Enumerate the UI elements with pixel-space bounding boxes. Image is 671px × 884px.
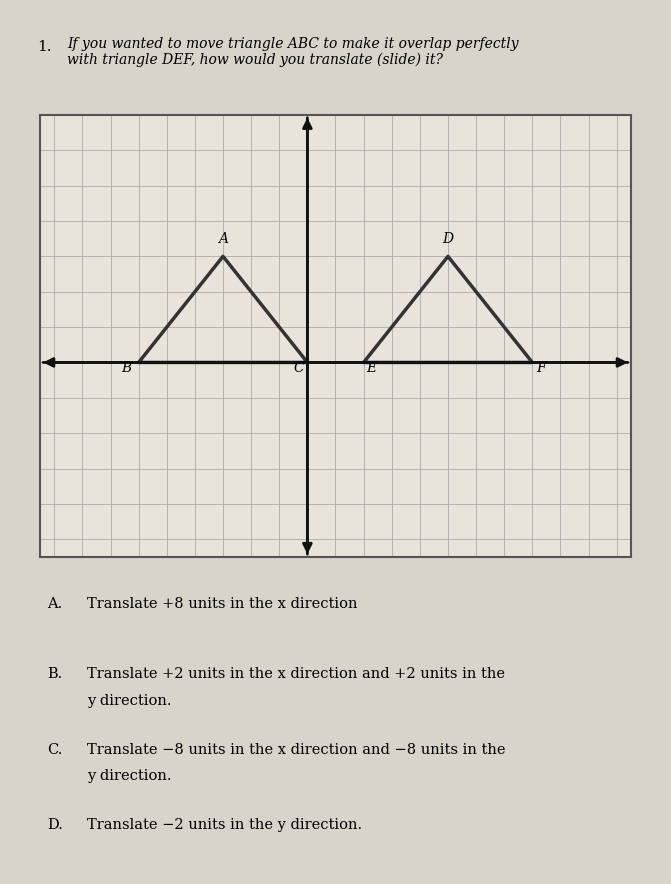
Text: D: D — [442, 232, 454, 247]
Text: E: E — [366, 361, 376, 375]
Text: Translate −2 units in the y direction.: Translate −2 units in the y direction. — [87, 818, 362, 832]
Text: B.: B. — [47, 667, 62, 682]
Text: C.: C. — [47, 743, 62, 757]
Text: If you wanted to move triangle ABC to make it overlap perfectly: If you wanted to move triangle ABC to ma… — [67, 37, 519, 51]
Text: 1.: 1. — [37, 40, 52, 54]
Text: F: F — [536, 361, 546, 375]
Text: A.: A. — [47, 597, 62, 611]
Text: D.: D. — [47, 818, 63, 832]
Text: Translate −8 units in the x direction and −8 units in the: Translate −8 units in the x direction an… — [87, 743, 506, 757]
Text: y direction.: y direction. — [87, 769, 172, 783]
Text: A: A — [218, 232, 228, 247]
Text: Translate +8 units in the x direction: Translate +8 units in the x direction — [87, 597, 358, 611]
Text: Translate +2 units in the x direction and +2 units in the: Translate +2 units in the x direction an… — [87, 667, 505, 682]
Text: y direction.: y direction. — [87, 694, 172, 708]
Text: C: C — [294, 361, 305, 375]
Text: B: B — [121, 361, 132, 375]
Text: with triangle DEF, how would you translate (slide) it?: with triangle DEF, how would you transla… — [67, 53, 443, 67]
